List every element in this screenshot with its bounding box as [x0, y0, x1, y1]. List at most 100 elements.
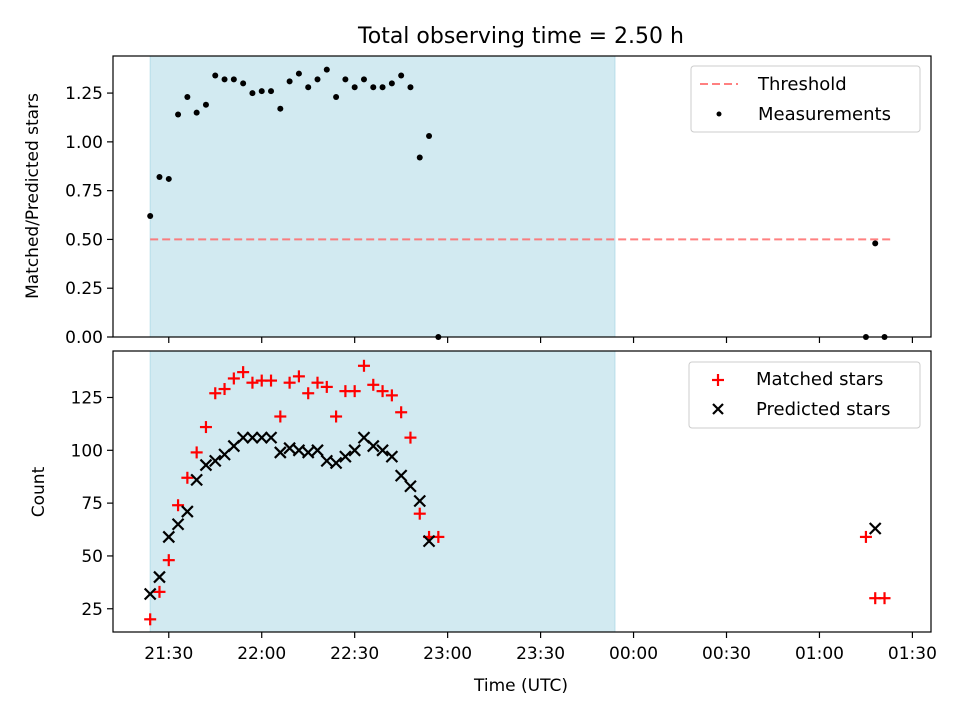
- x-tick-label: 22:00: [237, 644, 286, 664]
- bottom-matched-stars-point: [348, 385, 361, 398]
- top-measurements-point: [398, 72, 405, 79]
- bottom-predicted-stars-point: [404, 479, 417, 493]
- top-measurements-point: [416, 154, 423, 161]
- bottom-matched-stars-point: [320, 380, 333, 393]
- bottom-matched-stars-point: [227, 372, 240, 385]
- bottom-predicted-stars-point: [255, 431, 269, 444]
- top-measurements-point: [379, 84, 386, 91]
- bottom-predicted-stars-point: [868, 522, 882, 535]
- top-measurements-point: [268, 88, 275, 95]
- bottom-y-tick-label: 75: [81, 494, 103, 514]
- bottom-predicted-stars-point: [162, 530, 176, 544]
- x-tick-label: 01:30: [888, 644, 937, 664]
- top-measurements-point: [156, 173, 163, 180]
- top-measurements-point: [165, 175, 172, 182]
- legend-measurements-label: Measurements: [758, 104, 891, 125]
- bottom-predicted-stars-point: [320, 454, 334, 468]
- top-y-tick-label: 0.00: [65, 328, 103, 348]
- top-measurements-point: [323, 66, 330, 73]
- top-y-tick-label: 0.50: [65, 230, 103, 250]
- bottom-matched-stars-point: [395, 406, 408, 419]
- bottom-predicted-stars-point: [329, 456, 343, 470]
- top-measurements-point: [370, 84, 377, 91]
- top-measurements-point: [426, 133, 433, 140]
- top-measurements-point: [360, 76, 367, 83]
- top-measurements-point: [212, 72, 219, 79]
- bottom-matched-stars-point: [209, 387, 222, 400]
- bottom-predicted-stars-point: [274, 446, 287, 459]
- top-measurements-point: [202, 101, 209, 108]
- top-measurements-point: [221, 76, 228, 83]
- top-observing-window: [149, 55, 616, 338]
- top-y-axis-label: Matched/Predicted stars: [23, 93, 43, 299]
- top-measurements-point: [258, 88, 265, 95]
- bottom-y-axis-label: Count: [29, 466, 49, 517]
- top-y-tick-label: 1.25: [65, 84, 103, 104]
- top-measurements-point: [333, 93, 340, 100]
- bottom-plot-area: 25 50 75 100 125 21:30 22:00 22:30 23:00 23:30 00:…: [71, 350, 937, 664]
- legend-measurements-swatch: [716, 111, 722, 117]
- bottom-predicted-stars-point: [236, 431, 250, 444]
- bottom-matched-stars-point: [385, 389, 398, 402]
- top-measurements-point: [407, 84, 414, 91]
- top-measurements-point: [184, 93, 191, 100]
- bottom-observing-window: [149, 350, 616, 633]
- chart-title: Total observing time = 2.50 h: [357, 24, 684, 49]
- bottom-predicted-stars-point: [292, 444, 306, 457]
- bottom-matched-stars-point: [330, 410, 343, 423]
- top-legend: Threshold Measurements: [690, 65, 921, 133]
- top-plot-area: 0.00 0.25 0.50 0.75 1.00 1.25: [65, 55, 932, 348]
- top-measurements-point: [872, 240, 879, 247]
- bottom-predicted-stars-point: [171, 517, 185, 531]
- top-measurements-point: [193, 109, 200, 116]
- top-measurements-point: [249, 90, 256, 97]
- top-measurements-point: [240, 80, 247, 87]
- bottom-matched-stars-point: [218, 383, 231, 396]
- bottom-predicted-stars-point: [385, 450, 399, 463]
- bottom-y-tick-label: 25: [81, 600, 103, 620]
- bottom-predicted-stars-point: [413, 494, 427, 508]
- bottom-predicted-stars-point: [208, 454, 222, 468]
- legend-predicted-label: Predicted stars: [756, 399, 890, 420]
- bottom-predicted-stars-point: [143, 587, 157, 601]
- bottom-matched-stars-point: [153, 585, 166, 598]
- bottom-predicted-stars-point: [348, 444, 361, 457]
- x-tick-label: 01:00: [795, 644, 844, 664]
- bottom-predicted-stars-point: [283, 441, 296, 455]
- bottom-matched-stars-point: [404, 431, 417, 444]
- bottom-matched-stars-point: [302, 387, 315, 400]
- x-tick-label: 00:30: [702, 644, 751, 664]
- top-measurements-point: [388, 80, 395, 87]
- top-measurements-point: [286, 78, 293, 85]
- bottom-matched-stars-point: [292, 370, 305, 383]
- bottom-matched-stars-point: [181, 471, 194, 484]
- top-measurements-point: [314, 76, 321, 83]
- bottom-predicted-stars-point: [246, 431, 259, 444]
- top-measurements-point: [305, 84, 312, 91]
- bottom-y-tick-label: 100: [71, 441, 103, 461]
- bottom-matched-stars-point: [265, 374, 278, 387]
- bottom-matched-stars-point: [190, 446, 203, 459]
- bottom-y-tick-label: 125: [71, 388, 103, 408]
- top-measurements-point: [342, 76, 349, 83]
- bottom-matched-stars-point: [367, 378, 380, 391]
- bottom-predicted-stars-point: [376, 444, 389, 457]
- bottom-legend: Matched stars Predicted stars: [688, 361, 921, 429]
- top-y-tick-label: 0.25: [65, 279, 103, 299]
- top-measurements-point: [351, 84, 358, 91]
- top-y-tick-label: 0.75: [65, 182, 103, 202]
- legend-threshold-label: Threshold: [757, 74, 847, 95]
- top-axes-frame: [112, 55, 932, 338]
- bottom-matched-stars-point: [376, 385, 389, 398]
- bottom-matched-stars-point: [311, 376, 324, 389]
- bottom-matched-stars-point: [274, 410, 287, 423]
- bottom-matched-stars-point: [283, 376, 296, 389]
- x-tick-label: 23:00: [423, 644, 472, 664]
- top-panel-ratio: 0.00 0.25 0.50 0.75 1.00 1.25 Matched/Predict…: [23, 55, 932, 348]
- bottom-predicted-stars-point: [199, 458, 213, 472]
- bottom-predicted-stars-point: [422, 534, 436, 548]
- bottom-matched-stars-point: [237, 366, 250, 379]
- x-tick-label: 00:00: [609, 644, 658, 664]
- bottom-matched-stars-point: [246, 376, 259, 389]
